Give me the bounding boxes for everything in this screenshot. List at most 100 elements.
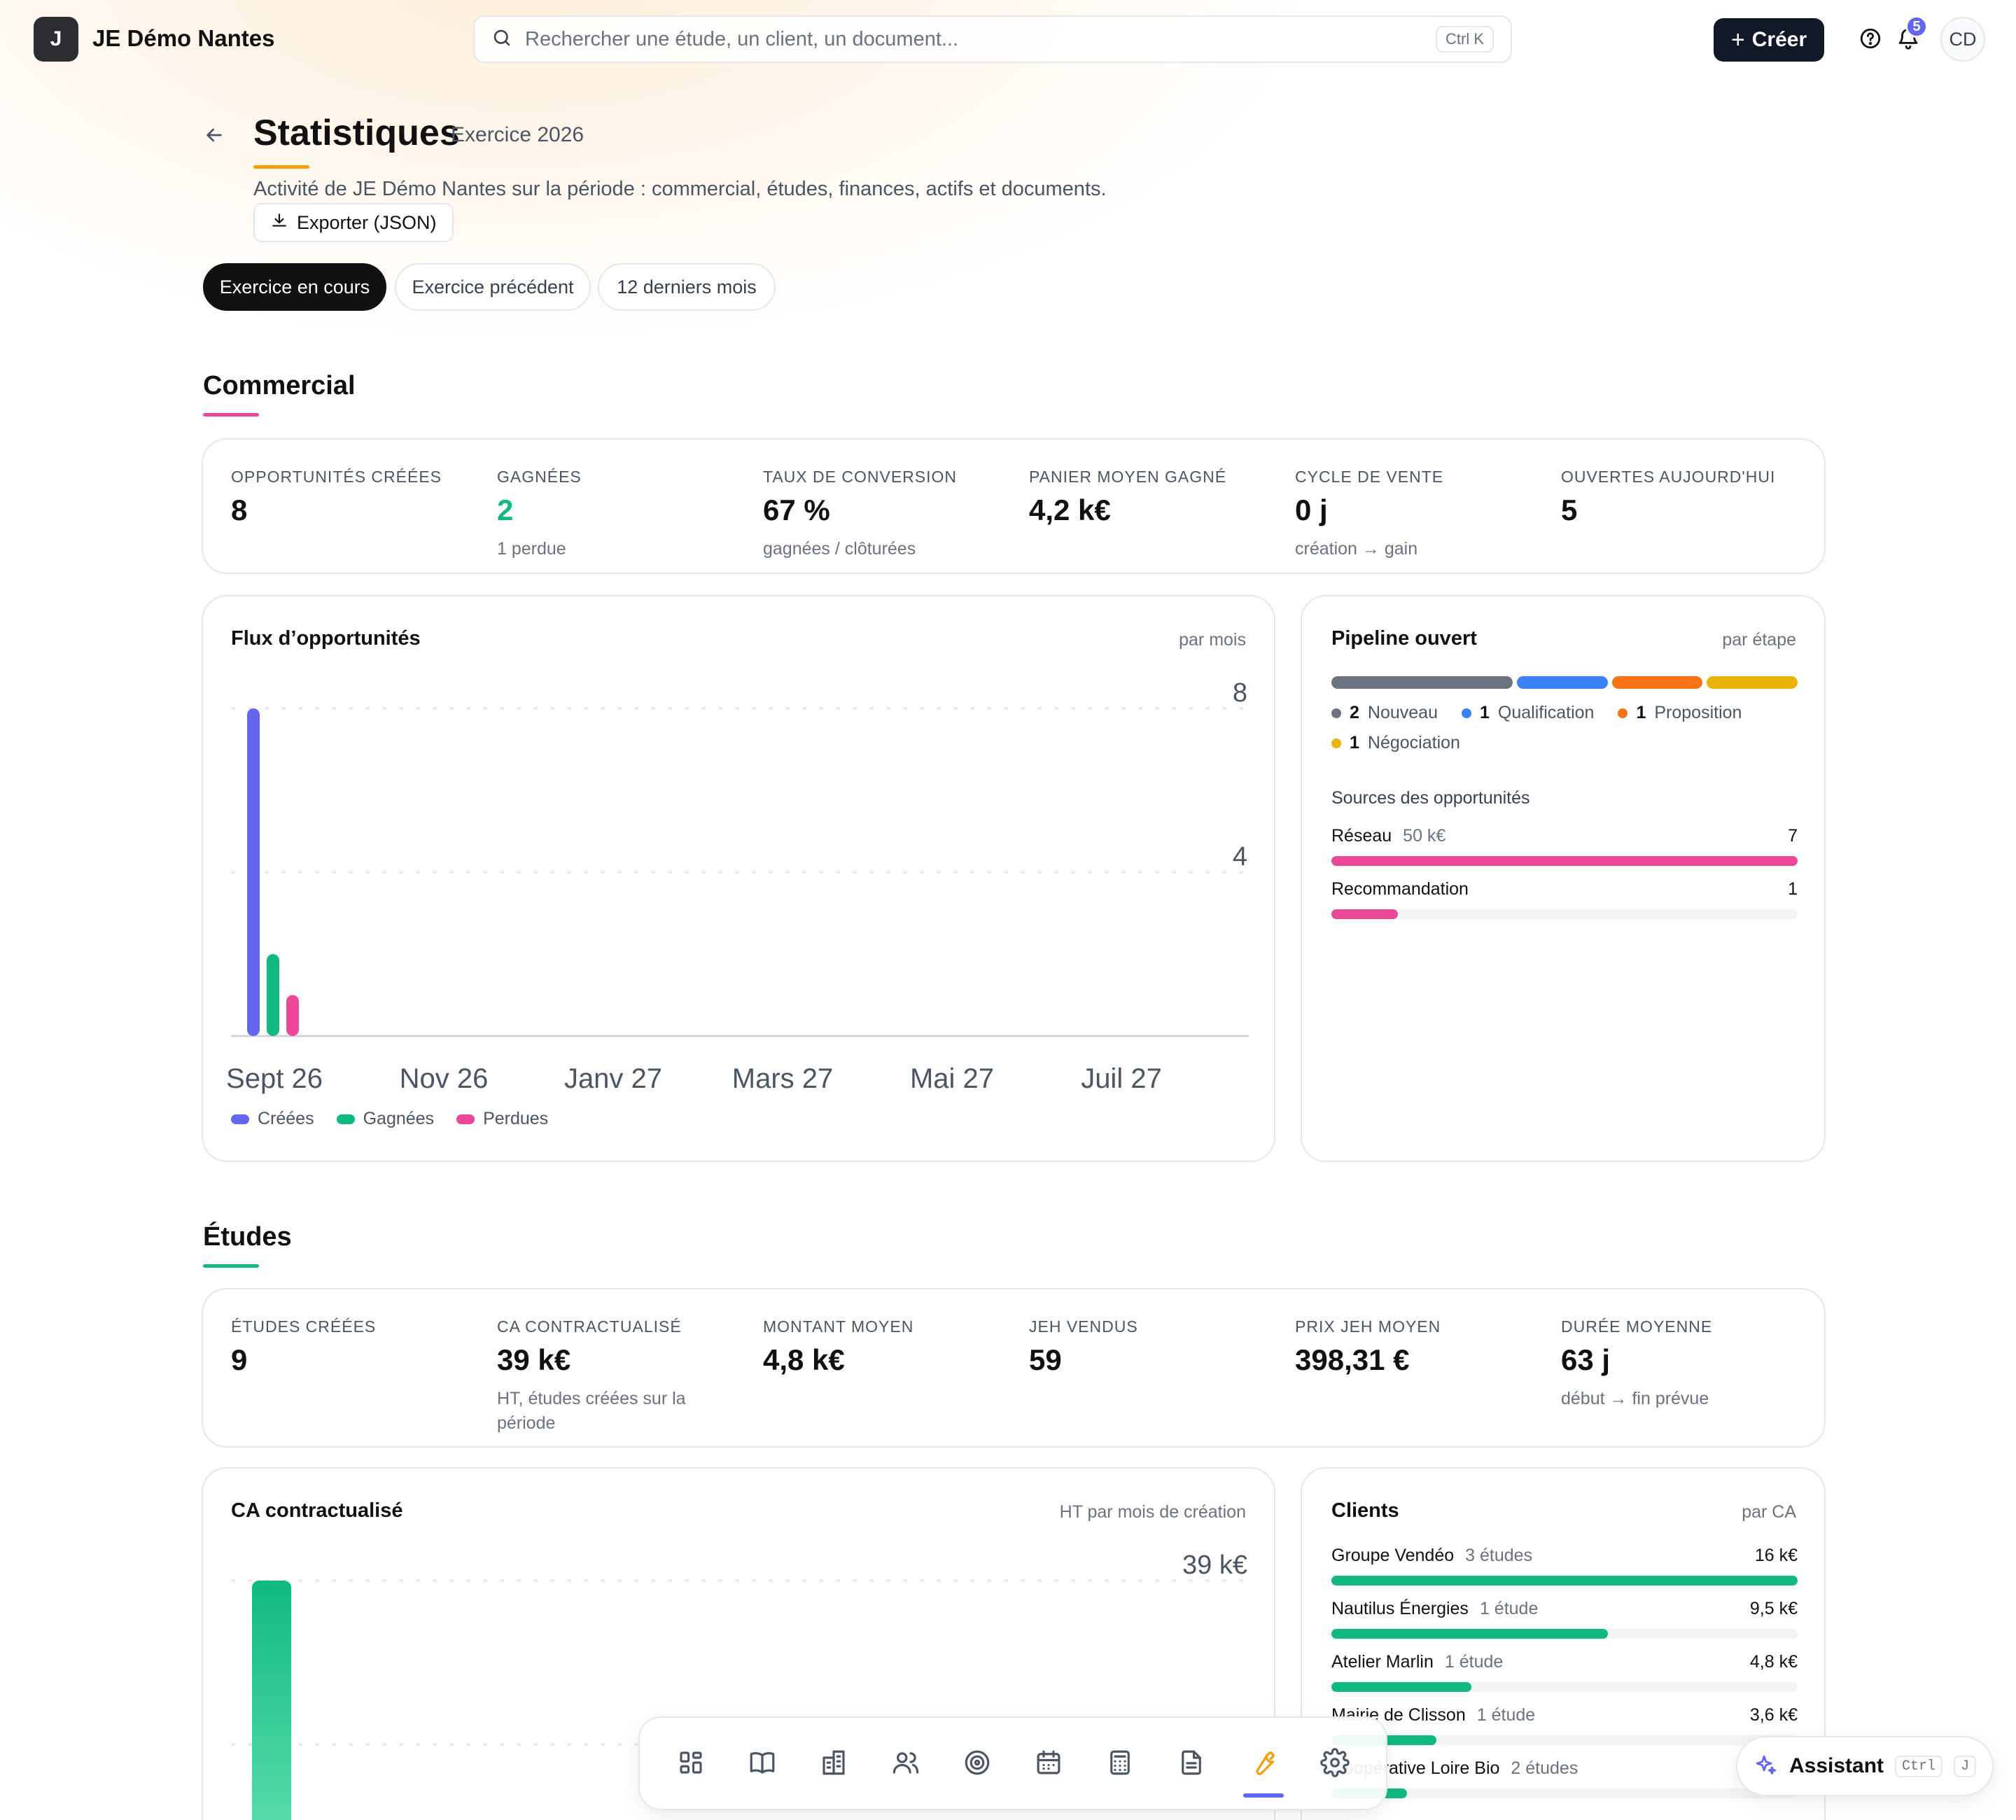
book-icon [748, 1748, 777, 1779]
list-item[interactable]: Atelier Marlin 1 étude 4,8 k€ [1331, 1652, 1798, 1692]
item-detail: 3 études [1465, 1546, 1533, 1565]
back-button[interactable] [193, 115, 235, 157]
pipeline-legend: 2 Nouveau 1 Qualification 1 Proposition 1 Né… [1331, 703, 1807, 753]
x-tick-label: Juil 27 [1081, 1063, 1162, 1094]
app-title[interactable]: JE Démo Nantes [92, 25, 275, 51]
x-tick-label: Nov 26 [400, 1063, 489, 1094]
progress-fill [1331, 1629, 1609, 1639]
commercial-kpi: GAGNÉES 2 1 perdue [497, 468, 721, 561]
dock-dashboard-button[interactable] [662, 1735, 720, 1792]
list-item[interactable]: Coopérative Loire Bio 2 études [1331, 1758, 1798, 1798]
app-logo[interactable]: J [34, 17, 78, 62]
ca-chart-hint: HT par mois de création [1059, 1502, 1246, 1522]
kpi-subtext: gagnées / clôturées [763, 539, 916, 559]
item-detail: 1 étude [1444, 1652, 1504, 1672]
title-underline [253, 165, 309, 169]
x-tick-label: Mars 27 [732, 1063, 834, 1094]
dock-book-button[interactable] [734, 1735, 791, 1792]
commercial-kpi: OPPORTUNITÉS CRÉÉES 8 [231, 468, 455, 527]
clients-hint: par CA [1742, 1502, 1796, 1522]
target-icon [962, 1748, 992, 1779]
arrow-left-icon [203, 124, 225, 148]
filter-previous-year[interactable]: Exercice précédent [395, 263, 591, 311]
global-search[interactable]: Ctrl K [473, 15, 1512, 63]
kpi-value: 4,2 k€ [1029, 493, 1111, 526]
progress-fill [1331, 1576, 1798, 1586]
pipeline-card: Pipeline ouvert par étape 2 Nouveau 1 Qual… [1301, 595, 1826, 1162]
etudes-kpi: CA CONTRACTUALISÉ 39 k€ HT, études créées … [497, 1317, 721, 1436]
item-value: 7 [1788, 826, 1798, 846]
progress-fill [1331, 1682, 1471, 1692]
export-button[interactable]: Exporter (JSON) [253, 203, 454, 242]
list-item[interactable]: Mairie de Clisson 1 étude 3,6 k€ [1331, 1705, 1798, 1745]
pipeline-segment [1331, 676, 1513, 689]
calendar-icon [1034, 1748, 1063, 1779]
sparkle-icon [1754, 1754, 1778, 1779]
x-tick-label: Sept 26 [226, 1063, 323, 1094]
sources-title: Sources des opportunités [1331, 788, 1530, 808]
kpi-label: PRIX JEH MOYEN [1295, 1317, 1441, 1336]
pipeline-stage-negociation[interactable]: 1 Négociation [1331, 733, 1460, 753]
commercial-kpi: PANIER MOYEN GAGNÉ 4,2 k€ [1029, 468, 1253, 527]
progress-fill [1331, 909, 1399, 919]
kpi-subtext: début → fin prévue [1561, 1389, 1709, 1408]
dock-building-button[interactable] [805, 1735, 862, 1792]
filter-current-year[interactable]: Exercice en cours [203, 263, 386, 311]
etudes-kpi: DURÉE MOYENNE 63 j début → fin prévue [1561, 1317, 1785, 1411]
list-item[interactable]: Groupe Vendéo 3 études 16 k€ [1331, 1546, 1798, 1586]
dock-wrench-button[interactable] [1235, 1735, 1292, 1798]
flux-chart-hint: par mois [1179, 630, 1246, 650]
progress-track [1331, 1576, 1798, 1586]
dock-gear-button[interactable] [1306, 1735, 1364, 1792]
building-icon [819, 1748, 848, 1779]
section-underline-commercial [203, 413, 259, 416]
users-icon [891, 1748, 920, 1779]
commercial-kpi: TAUX DE CONVERSION 67 % gagnées / clôturée… [763, 468, 987, 561]
calculator-icon [1105, 1748, 1135, 1779]
kpi-label: OPPORTUNITÉS CRÉÉES [231, 468, 442, 486]
dock-target-button[interactable] [948, 1735, 1006, 1792]
section-title-commercial: Commercial [203, 371, 356, 400]
create-button[interactable]: + Créer [1714, 18, 1824, 62]
list-item[interactable]: Réseau 50 k€ 7 [1331, 826, 1798, 866]
kpi-label: CYCLE DE VENTE [1295, 468, 1444, 486]
section-title-etudes: Études [203, 1222, 292, 1252]
list-item[interactable]: Nautilus Énergies 1 étude 9,5 k€ [1331, 1599, 1798, 1639]
assistant-button[interactable]: Assistant Ctrl J [1736, 1736, 1994, 1796]
pipeline-segment [1517, 676, 1608, 689]
kpi-label: TAUX DE CONVERSION [763, 468, 957, 486]
dock-users-button[interactable] [877, 1735, 934, 1792]
bottom-dock [638, 1716, 1387, 1810]
pipeline-stage-qualification[interactable]: 1 Qualification [1461, 703, 1594, 723]
progress-track [1331, 1735, 1798, 1745]
list-item[interactable]: Recommandation 1 [1331, 879, 1798, 919]
wrench-icon [1249, 1748, 1278, 1779]
kpi-value: 2 [497, 493, 514, 526]
avatar[interactable]: CD [1940, 17, 1985, 62]
search-input[interactable] [525, 27, 1436, 51]
bar-perdues [286, 995, 299, 1036]
pipeline-title: Pipeline ouvert [1331, 627, 1477, 650]
kpi-value: 67 % [763, 493, 830, 526]
pipeline-segment [1611, 676, 1703, 689]
pipeline-stage-proposition[interactable]: 1 Proposition [1618, 703, 1742, 723]
dock-calculator-button[interactable] [1091, 1735, 1149, 1792]
ca-chart: 39 k€ [231, 1550, 1249, 1820]
dock-calendar-button[interactable] [1020, 1735, 1077, 1792]
kpi-label: OUVERTES AUJOURD'HUI [1561, 468, 1776, 486]
item-value: 3,6 k€ [1749, 1705, 1798, 1725]
pipeline-stage-bar [1331, 676, 1798, 689]
y-tick-label: 39 k€ [1182, 1550, 1247, 1580]
page-description: Activité de JE Démo Nantes sur la périod… [253, 178, 1107, 200]
filter-last-12-months[interactable]: 12 derniers mois [598, 263, 776, 311]
item-value: 1 [1788, 879, 1798, 899]
pipeline-stage-nouveau[interactable]: 2 Nouveau [1331, 703, 1438, 723]
dock-document-button[interactable] [1163, 1735, 1220, 1792]
pipeline-segment [1707, 676, 1798, 689]
help-button[interactable] [1849, 18, 1891, 60]
legend-item: Gagnées [336, 1109, 434, 1129]
create-label: Créer [1751, 28, 1807, 51]
kpi-label: MONTANT MOYEN [763, 1317, 914, 1336]
etudes-kpi: ÉTUDES CRÉÉES 9 [231, 1317, 455, 1377]
progress-fill [1331, 856, 1798, 866]
